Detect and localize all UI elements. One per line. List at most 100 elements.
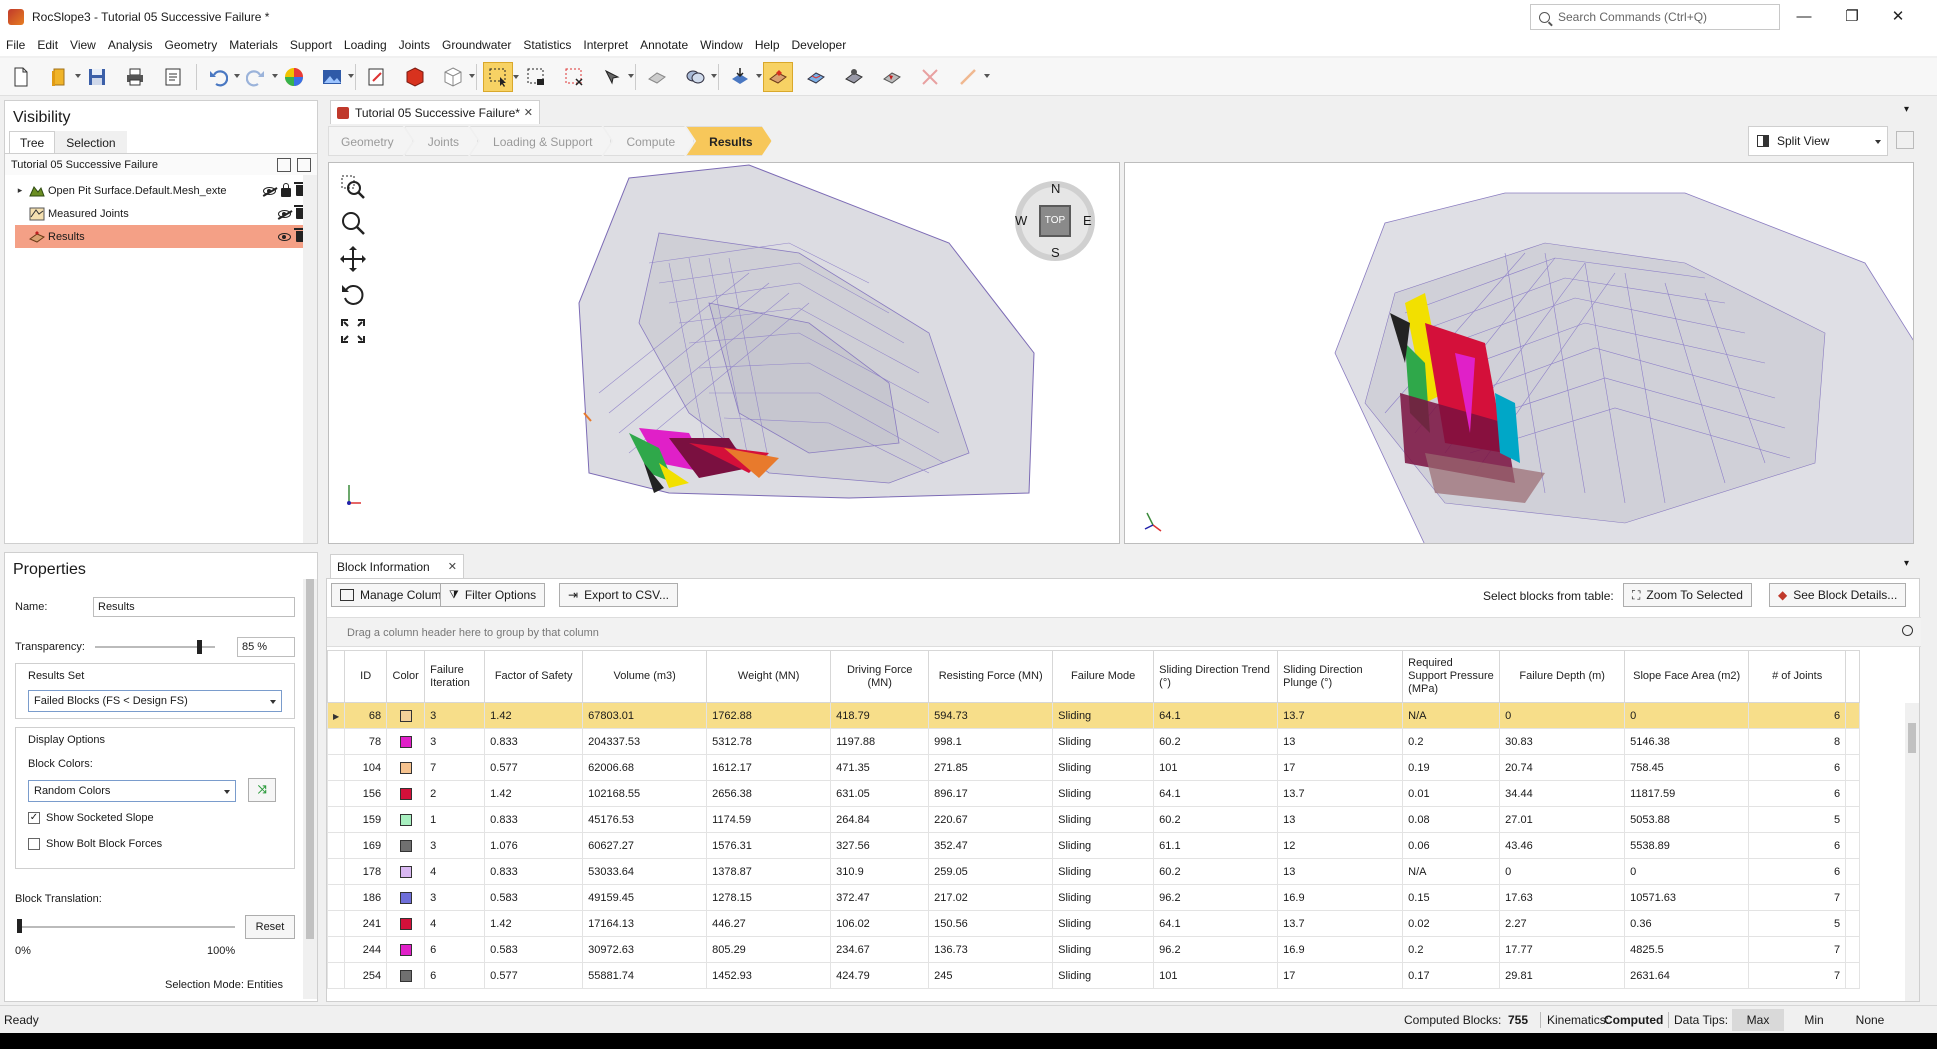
tree-item-open-pit-surface[interactable]: ▸ Open Pit Surface.Default.Mesh_exte xyxy=(15,179,311,202)
close-tab-icon[interactable]: ✕ xyxy=(523,107,533,119)
visibility-hidden-icon[interactable] xyxy=(278,209,291,218)
menu-annotate[interactable]: Annotate xyxy=(640,38,689,52)
menu-window[interactable]: Window xyxy=(700,38,743,52)
menu-statistics[interactable]: Statistics xyxy=(523,38,572,52)
workflow-step-joints[interactable]: Joints xyxy=(405,126,478,156)
row-indicator[interactable] xyxy=(326,962,346,989)
transparency-slider-thumb[interactable] xyxy=(197,640,202,654)
row-indicator[interactable] xyxy=(326,910,346,937)
minimize-button[interactable]: — xyxy=(1796,8,1812,25)
redo-button[interactable] xyxy=(241,62,278,92)
lock-select-button[interactable] xyxy=(521,62,551,92)
show-bolt-forces-checkbox[interactable] xyxy=(28,838,40,850)
menu-support[interactable]: Support xyxy=(289,38,332,52)
undo-button[interactable] xyxy=(203,62,240,92)
deselect-button[interactable] xyxy=(559,62,589,92)
stereonet-button[interactable] xyxy=(801,62,831,92)
table-row[interactable]: 244 6 0.583 30972.63 805.29 234.67 136.73 Slidi… xyxy=(326,936,1861,963)
menu-help[interactable]: Help xyxy=(754,38,780,52)
col-failure-iteration[interactable]: Failure Iteration xyxy=(424,650,486,703)
col-id[interactable]: ID xyxy=(344,650,388,703)
delete-button[interactable] xyxy=(915,62,945,92)
filter-options-button[interactable]: ⧩ Filter Options xyxy=(440,583,546,607)
col-weight[interactable]: Weight (MN) xyxy=(706,650,832,703)
row-indicator[interactable] xyxy=(326,884,346,911)
col-driving-force[interactable]: Driving Force (MN) xyxy=(830,650,930,703)
workflow-step-results[interactable]: Results xyxy=(686,126,771,156)
table-search-icon[interactable] xyxy=(1902,625,1913,636)
trash-icon[interactable] xyxy=(294,182,307,196)
col-volume[interactable]: Volume (m3) xyxy=(582,650,708,703)
workflow-step-compute[interactable]: Compute xyxy=(603,126,694,156)
block-translation-slider-thumb[interactable] xyxy=(17,919,22,933)
transparency-slider[interactable] xyxy=(95,646,215,648)
tree-item-measured-joints[interactable]: Measured Joints xyxy=(15,202,311,225)
row-indicator[interactable] xyxy=(326,728,346,755)
visibility-shown-icon[interactable] xyxy=(278,232,291,241)
visibility-hidden-icon[interactable] xyxy=(263,186,276,195)
data-tips-min[interactable]: Min xyxy=(1804,1013,1824,1027)
workflow-step-geometry[interactable]: Geometry xyxy=(328,126,413,156)
expand-arrow-icon[interactable]: ▸ xyxy=(17,185,23,195)
results-set-dropdown[interactable]: Failed Blocks (FS < Design FS) xyxy=(28,690,282,712)
joint-planes-button[interactable] xyxy=(680,62,717,92)
col-num-joints[interactable]: # of Joints xyxy=(1748,650,1847,703)
block-view-button[interactable] xyxy=(400,62,430,92)
tab-tree[interactable]: Tree xyxy=(9,131,56,153)
block-translation-slider[interactable] xyxy=(19,926,235,928)
reset-button[interactable]: Reset xyxy=(245,915,295,939)
zoom-icon[interactable] xyxy=(339,209,367,237)
table-row[interactable]: 156 2 1.42 102168.55 2656.38 631.05 896.17 Slid… xyxy=(326,780,1861,807)
surface-button[interactable] xyxy=(642,62,672,92)
row-indicator[interactable] xyxy=(326,832,346,859)
table-row[interactable]: ▶ 68 3 1.42 67803.01 1762.88 418.79 594.73 Slidi… xyxy=(326,702,1861,729)
document-tab[interactable]: Tutorial 05 Successive Failure* ✕ xyxy=(330,100,540,124)
wireframe-button[interactable] xyxy=(438,62,475,92)
table-row[interactable]: 169 3 1.076 60627.27 1576.31 327.56 352.47 Slid… xyxy=(326,832,1861,859)
report-button[interactable] xyxy=(158,62,188,92)
zoom-extents-icon[interactable] xyxy=(339,317,367,345)
view-mode-dropdown[interactable]: Split View xyxy=(1748,126,1888,156)
row-indicator[interactable]: ▶ xyxy=(326,702,346,729)
table-row[interactable]: 178 4 0.833 53033.64 1378.87 310.9 259.05 Slidi… xyxy=(326,858,1861,885)
layout-options-icon[interactable] xyxy=(1896,131,1914,149)
col-resisting-force[interactable]: Resisting Force (MN) xyxy=(928,650,1054,703)
menu-developer[interactable]: Developer xyxy=(791,38,847,52)
rotate-icon[interactable] xyxy=(339,281,367,309)
col-failure-depth[interactable]: Failure Depth (m) xyxy=(1499,650,1626,703)
data-tips-max[interactable]: Max xyxy=(1732,1009,1784,1031)
save-button[interactable] xyxy=(82,62,112,92)
new-file-button[interactable] xyxy=(6,62,36,92)
pick-button[interactable] xyxy=(597,62,634,92)
menu-analysis[interactable]: Analysis xyxy=(107,38,153,52)
col-sliding-plunge[interactable]: Sliding Direction Plunge (°) xyxy=(1277,650,1404,703)
export-csv-button[interactable]: ⇥ Export to CSV... xyxy=(559,583,678,607)
viewport-perspective[interactable] xyxy=(1124,162,1914,544)
show-socketed-slope-checkbox[interactable]: ✓ xyxy=(28,812,40,824)
export-image-button[interactable] xyxy=(317,62,354,92)
table-scroll-thumb[interactable] xyxy=(1908,723,1916,753)
visibility-scrollbar[interactable] xyxy=(303,175,317,543)
view-cube-top[interactable]: TOP xyxy=(1039,205,1071,237)
menu-edit[interactable]: Edit xyxy=(37,38,59,52)
table-row[interactable]: 78 3 0.833 204337.53 5312.78 1197.88 998.1 Slid… xyxy=(326,728,1861,755)
panel-dropdown-icon[interactable]: ▾ xyxy=(1904,558,1910,569)
select-region-button[interactable] xyxy=(483,61,519,92)
color-button[interactable] xyxy=(279,62,309,92)
menu-joints[interactable]: Joints xyxy=(398,38,430,52)
table-row[interactable]: 104 7 0.577 62006.68 1612.17 471.35 271.85 Slid… xyxy=(326,754,1861,781)
name-field[interactable]: Results xyxy=(93,597,295,617)
lock-icon[interactable] xyxy=(281,183,291,197)
row-indicator[interactable] xyxy=(326,780,346,807)
col-slope-face-area[interactable]: Slope Face Area (m2) xyxy=(1624,650,1750,703)
block-info-tab[interactable]: Block Information ✕ xyxy=(330,554,464,578)
block-results-button[interactable] xyxy=(763,61,793,92)
table-row[interactable]: 254 6 0.577 55881.74 1452.93 424.79 245 Sliding… xyxy=(326,962,1861,989)
row-indicator[interactable] xyxy=(326,806,346,833)
pan-icon[interactable] xyxy=(339,245,367,273)
restore-button[interactable]: ❐ xyxy=(1845,8,1859,25)
print-button[interactable] xyxy=(120,62,150,92)
workflow-step-loading-support[interactable]: Loading & Support xyxy=(470,126,611,156)
block-colors-dropdown[interactable]: Random Colors xyxy=(28,780,236,802)
properties-scroll-thumb[interactable] xyxy=(306,579,314,939)
